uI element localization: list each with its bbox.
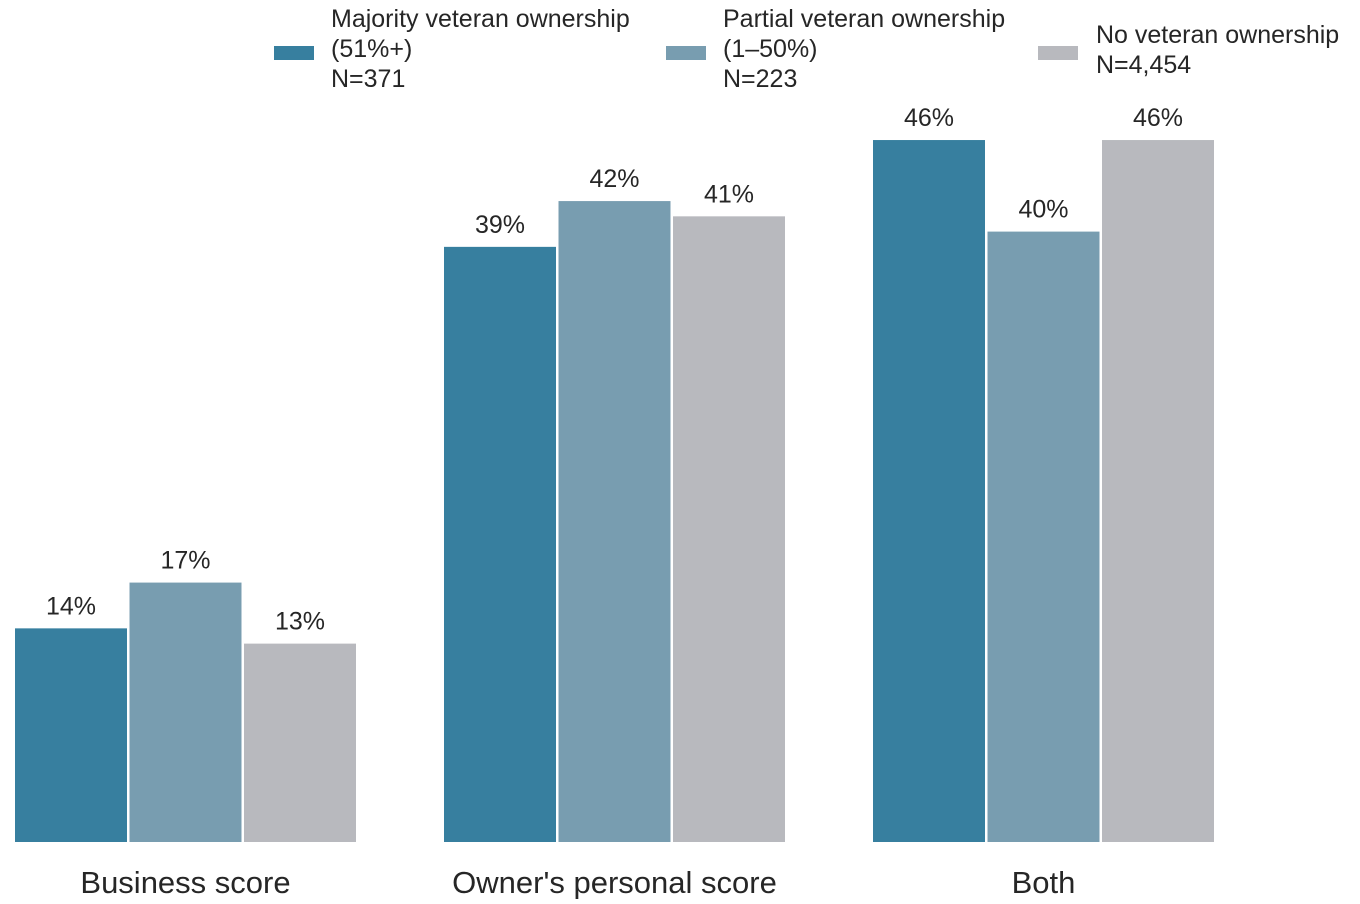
bar-business-score-series-1 [15,628,127,842]
legend-label-line: N=4,454 [1096,51,1191,79]
legend-label-1: Majority veteran ownership (51%+) N=371 [331,5,630,93]
legend-label-line: Majority veteran ownership [331,5,630,33]
value-label-business-score-series-3: 13% [275,608,325,636]
bar-group-both [873,140,1214,843]
legend-label-2: Partial veteran ownership (1–50%) N=223 [723,5,1005,93]
bar-group-business-score [15,582,356,842]
category-label-both: Both [1012,865,1076,899]
legend-item-3: No veteran ownership N=4,454 [1038,21,1339,79]
category-label-owner-s-personal-score: Owner's personal score [452,865,777,899]
legend-item-2: Partial veteran ownership (1–50%) N=223 [666,5,1005,93]
value-label-business-score-series-2: 17% [160,547,210,575]
bar-both-series-1 [873,140,985,843]
bar-owner-s-personal-score-series-2 [558,201,671,842]
legend-label-line: (1–50%) [723,35,818,63]
legend-label-line: (51%+) [331,35,412,63]
value-label-both-series-2: 40% [1018,196,1068,224]
value-label-owner-s-personal-score-series-2: 42% [589,165,639,193]
legend: Majority veteran ownership (51%+) N=371 Par… [274,5,1339,93]
legend-swatch-2 [666,46,706,60]
legend-label-line: N=223 [723,65,797,93]
legend-swatch-1 [274,46,314,60]
bar-business-score-series-2 [129,582,242,842]
value-labels: 14% 17% 13% 39% 42% 41% 46% 40% 46% [46,104,1183,636]
value-label-both-series-3: 46% [1133,104,1183,132]
value-label-owner-s-personal-score-series-3: 41% [704,180,754,208]
legend-label-3: No veteran ownership N=4,454 [1096,21,1339,79]
legend-item-1: Majority veteran ownership (51%+) N=371 [274,5,630,93]
value-label-business-score-series-1: 14% [46,592,96,620]
bar-owner-s-personal-score-series-1 [444,246,556,843]
legend-swatch-3 [1038,46,1078,60]
value-label-owner-s-personal-score-series-1: 39% [475,211,525,239]
bars [15,140,1214,843]
value-label-both-series-1: 46% [904,104,954,132]
legend-label-line: N=371 [331,65,405,93]
category-axis: Business score Owner's personal score Both [80,865,1076,900]
bar-business-score-series-3 [244,643,356,842]
bar-both-series-3 [1102,140,1214,843]
bar-both-series-2 [987,231,1100,843]
bar-group-owner-s-personal-score [444,201,785,843]
legend-label-line: Partial veteran ownership [723,5,1005,33]
legend-label-line: No veteran ownership [1096,21,1339,49]
bar-owner-s-personal-score-series-3 [673,216,785,843]
category-label-business-score: Business score [80,865,290,899]
